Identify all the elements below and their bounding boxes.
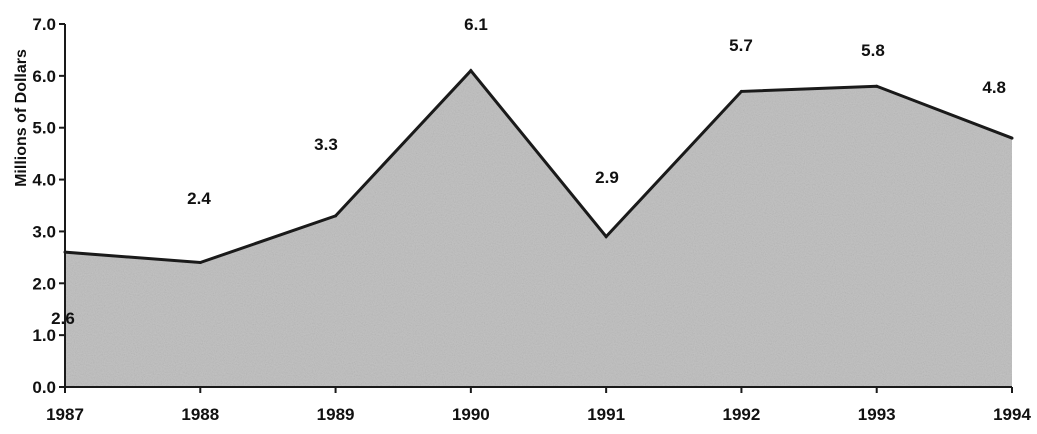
data-point-1988: [198, 261, 202, 265]
data-label-1991: 2.9: [595, 168, 619, 187]
data-label-1988: 2.4: [187, 189, 211, 208]
y-tick-label: 7.0: [32, 15, 56, 34]
x-tick-label: 1991: [587, 405, 625, 424]
x-tick-label: 1988: [181, 405, 219, 424]
data-label-1992: 5.7: [729, 36, 753, 55]
data-point-1987: [63, 250, 67, 254]
data-point-1991: [604, 235, 608, 239]
series-line: [64, 68, 1013, 265]
data-point-1994: [1010, 136, 1014, 140]
x-tick-label: 1990: [452, 405, 490, 424]
y-tick-label: 2.0: [32, 274, 56, 293]
data-label-1993: 5.8: [861, 41, 885, 60]
data-label-1989: 3.3: [314, 135, 338, 154]
x-tick-label: 1987: [46, 405, 84, 424]
y-tick-label: 1.0: [32, 326, 56, 345]
data-point-1990: [469, 69, 473, 73]
x-tick-label: 1992: [723, 405, 761, 424]
data-point-1992: [739, 89, 743, 93]
data-point-1989: [334, 214, 338, 218]
data-point-1993: [875, 84, 879, 88]
x-tick-label: 1993: [858, 405, 896, 424]
y-tick-label: 6.0: [32, 67, 56, 86]
x-tick-label: 1994: [993, 405, 1031, 424]
y-tick-label: 4.0: [32, 171, 56, 190]
area-fill: [65, 70, 1012, 388]
data-label-1994: 4.8: [982, 78, 1006, 97]
y-tick-label: 3.0: [32, 222, 56, 241]
x-tick-label: 1989: [317, 405, 355, 424]
y-axis-title: Millions of Dollars: [13, 49, 30, 187]
data-label-1990: 6.1: [464, 15, 488, 34]
data-label-1987: 2.6: [51, 309, 75, 328]
y-tick-label: 0.0: [32, 378, 56, 397]
y-tick-label: 5.0: [32, 119, 56, 138]
